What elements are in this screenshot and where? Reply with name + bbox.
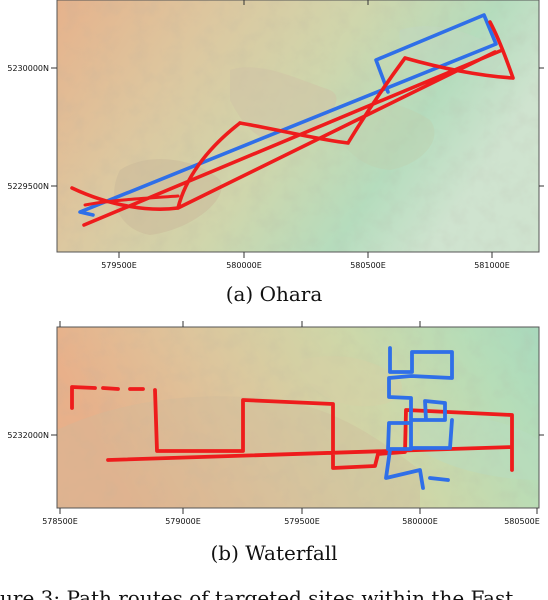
panel-a-x-tick-3: 580500E xyxy=(350,261,386,270)
panel-a-blue-route xyxy=(78,13,498,217)
panel-b-x-tick-4: 580000E xyxy=(402,517,438,526)
panel-a-red-route-2 xyxy=(83,194,180,207)
panel-a-ticks xyxy=(51,0,544,258)
panel-a-red-route xyxy=(70,20,515,227)
figure-caption-fragment: ure 3: Path routes of targeted sites wit… xyxy=(0,586,514,600)
panel-a-caption: (a) Ohara xyxy=(225,282,323,306)
panel-b-frame xyxy=(56,326,540,509)
panel-b-blue-route xyxy=(384,346,454,490)
panel-a-y-tick-1: 5230000N xyxy=(7,64,49,73)
panel-b-relief-shading xyxy=(57,327,539,508)
panel-b-x-tick-3: 579500E xyxy=(284,517,320,526)
panel-b-x-tick-5: 580500E xyxy=(504,517,540,526)
panel-a-map: 5230000N 5229500N 579500E 580000E 580500… xyxy=(7,0,544,270)
panel-b-red-route xyxy=(70,385,514,472)
panel-a-y-tick-2: 5229500N xyxy=(7,182,49,191)
panel-b-x-tick-2: 579000E xyxy=(165,517,201,526)
panel-b-map: 5232000N 578500E 579000E 579500E 580000E… xyxy=(7,321,544,526)
panel-b-y-tick-1: 5232000N xyxy=(7,431,49,440)
panel-b-x-tick-1: 578500E xyxy=(42,517,78,526)
panel-a-frame xyxy=(56,0,540,253)
panel-a-x-tick-2: 580000E xyxy=(226,261,262,270)
panel-a-x-tick-4: 581000E xyxy=(474,261,510,270)
panel-b-caption: (b) Waterfall xyxy=(210,541,338,565)
panel-b-ticks xyxy=(51,321,544,514)
panel-a-x-tick-1: 579500E xyxy=(101,261,137,270)
panel-b-blue-route-2 xyxy=(411,418,454,450)
